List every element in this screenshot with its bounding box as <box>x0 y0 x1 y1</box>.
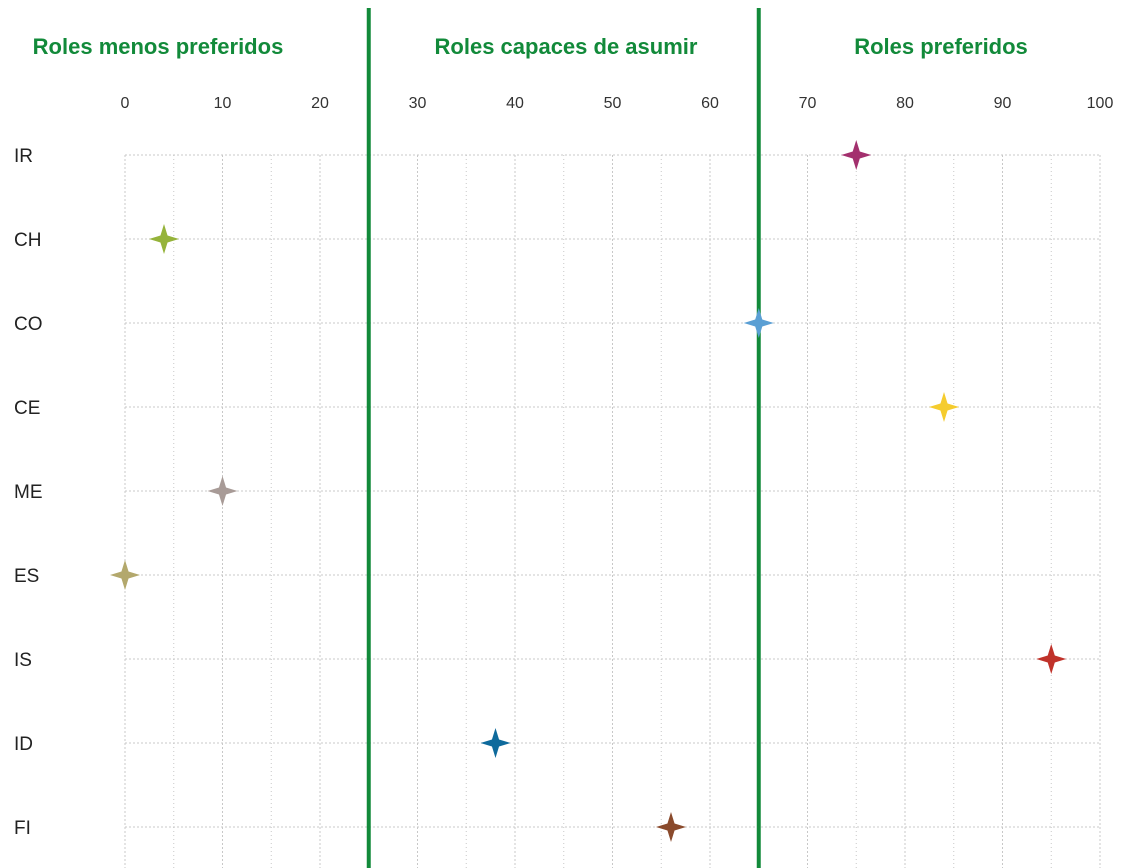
data-point-is <box>1036 644 1067 674</box>
category-label: CH <box>14 230 41 251</box>
x-tick-label: 10 <box>214 95 232 112</box>
x-tick-label: 70 <box>799 95 817 112</box>
data-points <box>110 140 1067 842</box>
category-labels: IR CH CO CE ME ES IS ID FI <box>14 146 43 839</box>
x-tick-label: 50 <box>604 95 622 112</box>
category-label: ID <box>14 734 33 755</box>
data-point-ch <box>149 224 179 254</box>
data-point-ce <box>929 392 959 422</box>
x-tick-labels: 0 10 20 30 40 50 60 70 80 90 100 <box>121 95 1114 112</box>
zone-title: Roles capaces de asumir <box>435 34 698 59</box>
category-label: FI <box>14 818 31 839</box>
category-label: ES <box>14 566 39 587</box>
x-tick-label: 40 <box>506 95 524 112</box>
x-tick-label: 60 <box>701 95 719 112</box>
x-tick-label: 100 <box>1087 95 1114 112</box>
data-point-fi <box>656 812 686 842</box>
zone-titles: Roles menos preferidos Roles capaces de a… <box>33 34 1028 59</box>
x-tick-label: 30 <box>409 95 427 112</box>
x-tick-label: 20 <box>311 95 329 112</box>
data-point-es <box>110 560 140 590</box>
x-tick-label: 80 <box>896 95 914 112</box>
data-point-ir <box>841 140 872 170</box>
category-label: IS <box>14 650 32 671</box>
data-point-me <box>207 476 238 506</box>
data-point-id <box>480 728 511 758</box>
x-tick-label: 0 <box>121 95 130 112</box>
category-label: CO <box>14 314 43 335</box>
grid <box>124 154 1101 868</box>
x-tick-label: 90 <box>994 95 1012 112</box>
zone-title: Roles preferidos <box>854 34 1028 59</box>
data-point-co <box>743 308 774 338</box>
category-label: IR <box>14 146 33 167</box>
category-label: ME <box>14 482 43 503</box>
zone-dividers <box>366 8 761 868</box>
zone-title: Roles menos preferidos <box>33 34 284 59</box>
category-label: CE <box>14 398 40 419</box>
